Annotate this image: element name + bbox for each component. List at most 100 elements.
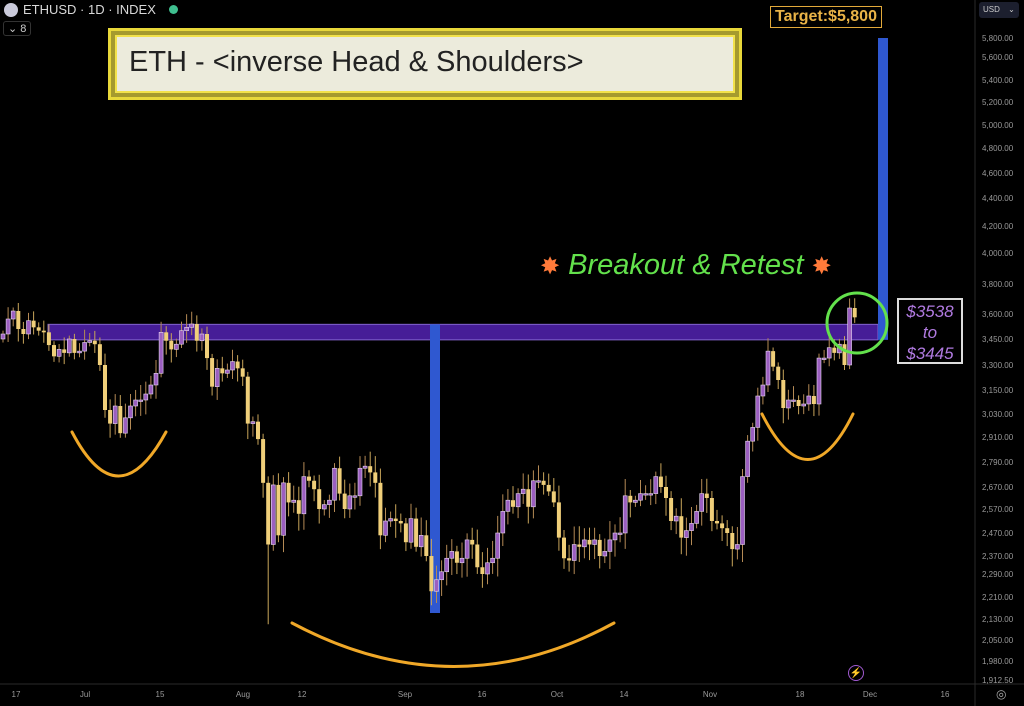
price-tick-label: 5,400.00 — [982, 76, 1014, 85]
candle-body — [607, 539, 613, 552]
candle-body — [276, 484, 281, 536]
candle-body — [5, 318, 11, 335]
candle-body — [424, 535, 429, 556]
currency-label: USD — [983, 5, 1000, 14]
breakout-text: Breakout & Retest — [568, 249, 804, 281]
candle-body — [321, 504, 327, 510]
candle-body — [148, 384, 154, 395]
candle-body — [684, 530, 689, 538]
time-tick-label: Oct — [551, 690, 564, 699]
candle-body — [10, 310, 16, 320]
price-tick-label: 2,050.00 — [982, 636, 1014, 645]
time-tick-label: 16 — [941, 690, 950, 699]
candle-body — [821, 357, 827, 360]
candle-body — [602, 551, 608, 557]
eye-settings-icon[interactable]: ◎ — [996, 687, 1007, 701]
candle-body — [31, 320, 36, 328]
candle-body — [72, 339, 77, 353]
candle-body — [633, 499, 638, 503]
candle-body — [256, 421, 260, 440]
indicator-count: 8 — [20, 23, 27, 35]
price-tick-label: 5,200.00 — [982, 98, 1014, 107]
candle-body — [118, 406, 123, 434]
candle-body — [551, 491, 556, 503]
head-arc — [290, 621, 616, 668]
candle-body — [816, 357, 822, 405]
candle-body — [485, 562, 490, 575]
price-tick-label: 2,790.00 — [982, 458, 1014, 467]
candle-body — [245, 376, 250, 424]
candle-body — [592, 539, 597, 545]
candle-body — [679, 516, 684, 538]
currency-dropdown[interactable]: USD ⌄ — [979, 2, 1019, 18]
time-tick-label: Aug — [236, 690, 250, 699]
candle-body — [847, 307, 852, 366]
candle-body — [266, 482, 271, 545]
candle-body — [388, 518, 393, 522]
candle-body — [21, 329, 26, 334]
time-tick-label: 12 — [298, 690, 307, 699]
explosion-icon: ✸ — [540, 253, 561, 280]
candle-body — [811, 396, 816, 404]
candle-body — [541, 480, 546, 485]
candle-body — [240, 368, 245, 377]
candle-body — [291, 499, 297, 503]
candle-body — [312, 480, 317, 490]
candle-body — [531, 480, 536, 508]
candle-body — [52, 345, 56, 357]
candle-body — [720, 523, 725, 529]
candle-body — [16, 311, 21, 329]
candle-body — [842, 344, 847, 365]
zone-top-price: $3538 — [906, 302, 954, 321]
candle-body — [556, 502, 561, 538]
candle-body — [439, 571, 444, 581]
price-tick-label: 3,800.00 — [982, 280, 1014, 289]
symbol-header[interactable]: ETHUSD · 1D · INDEX — [4, 2, 178, 17]
candle-body — [511, 500, 515, 507]
breakout-annotation: ✸ Breakout & Retest ✸ — [540, 249, 832, 282]
candle-body — [648, 493, 654, 496]
candle-body — [459, 557, 465, 564]
candle-body — [765, 350, 771, 386]
candle-body — [832, 347, 837, 353]
indicators-collapse-button[interactable]: ⌄ 8 — [3, 21, 32, 36]
candle-body — [112, 405, 118, 424]
candle-body — [103, 365, 107, 410]
candle-body — [92, 340, 97, 345]
time-tick-label: 16 — [478, 690, 487, 699]
candle-body — [158, 332, 164, 374]
candle-body — [317, 489, 322, 509]
candle-body — [699, 493, 705, 512]
candle-body — [740, 476, 745, 545]
candle-body — [520, 488, 526, 494]
candle-body — [220, 368, 225, 374]
candle-body — [97, 344, 102, 365]
candle-body — [582, 539, 587, 548]
candle-body — [87, 340, 92, 343]
lightning-event-icon[interactable]: ⚡ — [848, 665, 864, 681]
candle-body — [577, 544, 582, 547]
price-tick-label: 2,670.00 — [982, 483, 1014, 492]
candle-body — [62, 349, 67, 353]
candle-body — [347, 495, 353, 510]
candle-body — [571, 544, 577, 561]
candle-body — [434, 579, 439, 592]
candle-body — [643, 493, 648, 496]
candle-body — [352, 495, 358, 498]
candle-body — [281, 482, 286, 536]
candle-body — [638, 493, 643, 501]
price-tick-label: 4,000.00 — [982, 249, 1014, 258]
candle-body — [771, 351, 776, 367]
symbol-label: ETHUSD · 1D · INDEX — [23, 2, 156, 17]
candle-body — [373, 472, 378, 483]
candle-body — [505, 499, 511, 512]
candle-body — [735, 544, 740, 550]
candle-body — [745, 440, 750, 477]
target-projection-bar — [878, 38, 888, 340]
price-tick-label: 4,600.00 — [982, 169, 1014, 178]
candle-body — [776, 366, 781, 380]
price-tick-label: 4,200.00 — [982, 222, 1014, 231]
time-tick-label: 17 — [12, 690, 21, 699]
right-shoulder-arc — [760, 412, 855, 461]
